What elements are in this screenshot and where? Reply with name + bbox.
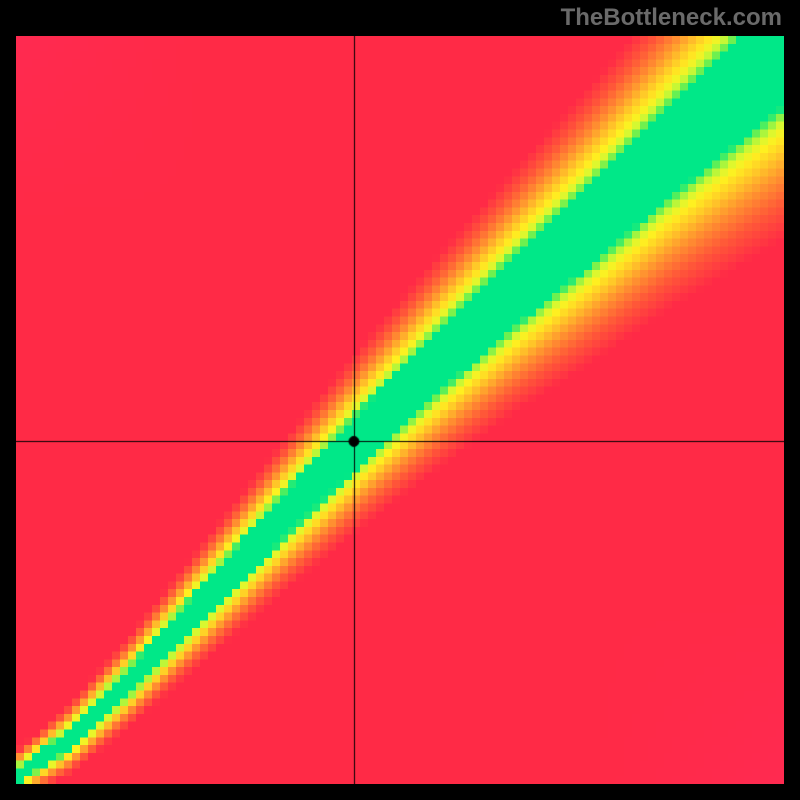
crosshair-overlay: [16, 36, 784, 784]
chart-container: TheBottleneck.com: [0, 0, 800, 800]
source-watermark: TheBottleneck.com: [561, 4, 782, 32]
